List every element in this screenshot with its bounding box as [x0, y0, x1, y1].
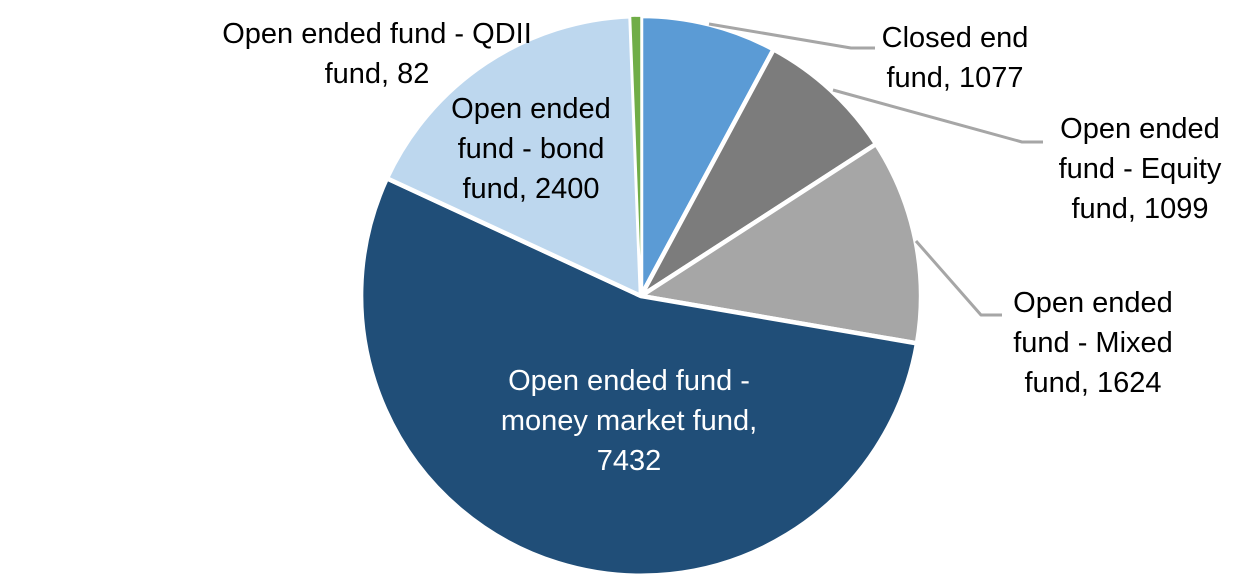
pie-slice-open-ended-fund-bond-fund	[384, 13, 644, 299]
leader-line-open-ended-fund-equity-fund	[832, 88, 1043, 144]
leader-line-closed-end-fund	[708, 22, 875, 50]
pie-slice-open-ended-fund-money-market-fund	[358, 176, 920, 578]
pie-slice-open-ended-fund-qdii-fund	[629, 15, 642, 297]
pie-slice-open-ended-fund-mixed-fund	[638, 141, 924, 346]
pie-slice-open-ended-fund-equity-fund	[638, 47, 879, 299]
leader-line-open-ended-fund-mixed-fund	[914, 240, 1002, 317]
